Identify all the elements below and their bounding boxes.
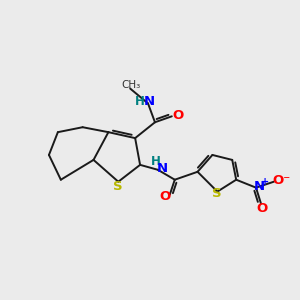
Text: O⁻: O⁻ [273,174,291,187]
Text: O: O [172,109,183,122]
Text: H: H [151,155,161,168]
Text: O: O [256,202,268,215]
Text: N: N [156,162,167,175]
Text: N: N [143,95,155,108]
Text: S: S [212,187,221,200]
Text: CH₃: CH₃ [122,80,141,90]
Text: +: + [261,177,269,187]
Text: H: H [135,95,145,108]
Text: O: O [159,190,170,203]
Text: N: N [254,180,265,193]
Text: S: S [113,180,123,193]
